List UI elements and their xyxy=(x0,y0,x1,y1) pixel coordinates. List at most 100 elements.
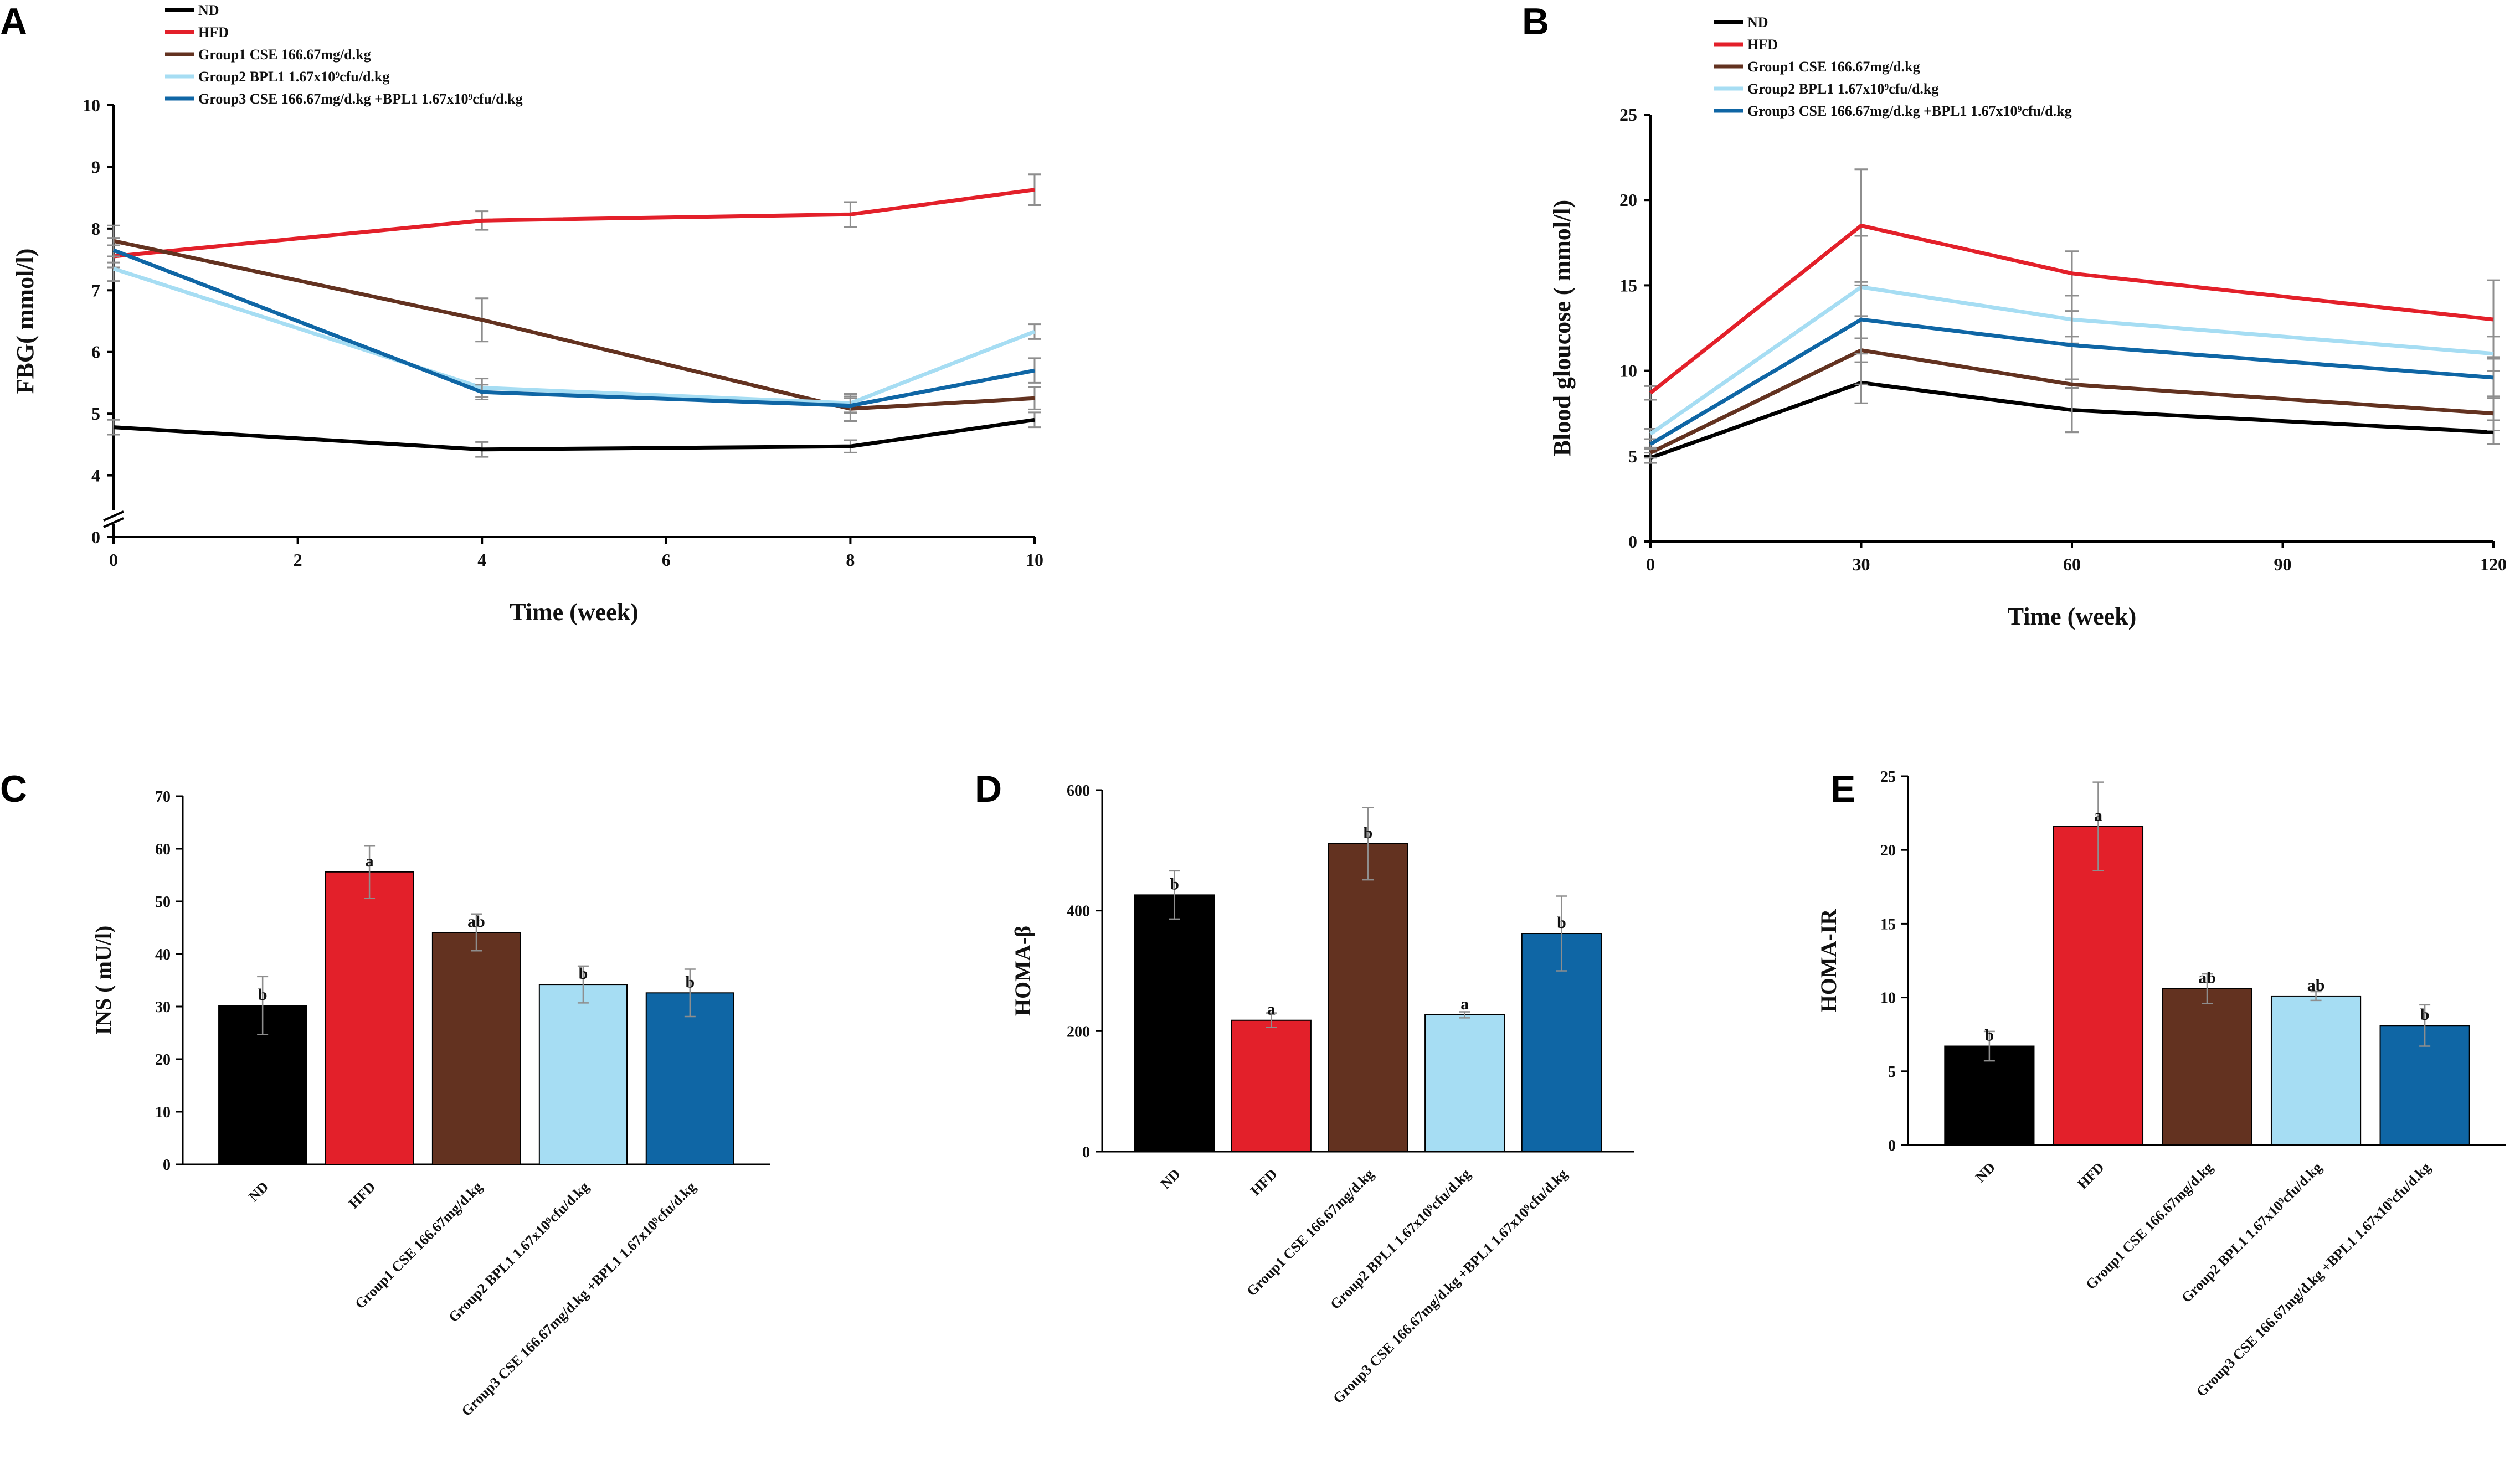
x-tick-label: 30 xyxy=(1853,554,1870,574)
significance-letter: b xyxy=(1557,914,1566,932)
y-tick-label: 9 xyxy=(91,157,100,177)
panel-letter: D xyxy=(975,768,1002,810)
x-tick-label: 0 xyxy=(1646,554,1655,574)
legend-label: Group1 CSE 166.67mg/d.kg xyxy=(1747,59,1920,75)
y-axis-title: HOMA-β xyxy=(1010,926,1035,1016)
bar-hfd xyxy=(1231,1019,1312,1152)
legend-label: ND xyxy=(1747,14,1768,30)
significance-letter: ab xyxy=(2307,976,2325,994)
significance-letter: ab xyxy=(2198,969,2216,987)
x-tick-label: 6 xyxy=(662,550,671,570)
y-axis-title: INS ( mU/l) xyxy=(91,926,116,1035)
y-tick-label: 5 xyxy=(1628,446,1637,466)
x-tick-label: 120 xyxy=(2480,554,2507,574)
y-tick-label: 70 xyxy=(155,788,171,806)
panel-e-bar-chart: E 0 5 10 15 20 25 HOMA-IR b ND a HFD ab Group1 CSE 16… xyxy=(1816,768,2506,1400)
y-tick-label: 5 xyxy=(91,404,100,424)
significance-letter: ab xyxy=(467,912,485,931)
y-axis-title: HOMA-IR xyxy=(1816,909,1841,1013)
y-tick-label: 0 xyxy=(163,1157,171,1174)
series-line-group3 xyxy=(1649,317,2494,446)
series-line-group1 xyxy=(1649,348,2494,455)
category-label: ND xyxy=(245,1179,271,1205)
series-line-hfd xyxy=(113,188,1035,259)
y-tick-label: 20 xyxy=(1619,190,1637,210)
y-axis-title: Blood gloucose ( mmol/l) xyxy=(1549,200,1576,456)
panel-letter: A xyxy=(0,1,27,43)
legend-label: Group2 BPL1 1.67x10⁹cfu/d.kg xyxy=(1747,81,1938,97)
panel-letter: B xyxy=(1522,1,1549,43)
panel-a-line-chart: A 0 4 5 6 7 8 9 10 0 2 4 6 8 10 Time (week) FBG( mmol/l)… xyxy=(0,1,1043,626)
significance-letter: a xyxy=(366,852,374,870)
series-group2 xyxy=(107,255,1041,414)
y-tick-label: 400 xyxy=(1067,903,1090,920)
category-label: Group3 CSE 166.67mg/d.kg +BPL1 1.67x10⁹c… xyxy=(459,1179,700,1420)
y-tick-label: 10 xyxy=(1880,990,1896,1007)
series-line-nd xyxy=(113,417,1035,452)
bar-group2 xyxy=(2270,995,2362,1146)
y-tick-label: 15 xyxy=(1619,275,1637,295)
legend-label: Group1 CSE 166.67mg/d.kg xyxy=(198,47,371,63)
y-tick-label: 30 xyxy=(155,999,171,1016)
category-label: HFD xyxy=(2074,1159,2107,1192)
significance-letter: b xyxy=(1364,824,1373,842)
axis-break-mark xyxy=(103,510,124,522)
x-tick-label: 0 xyxy=(109,550,118,570)
x-tick-label: 2 xyxy=(294,550,302,570)
axis-break-mark xyxy=(103,517,124,528)
x-tick-label: 10 xyxy=(1026,550,1043,570)
bar-group1 xyxy=(2162,988,2252,1146)
legend-label: HFD xyxy=(1747,37,1778,53)
significance-letter: b xyxy=(1170,875,1179,893)
significance-letter: b xyxy=(579,964,588,983)
legend-label: ND xyxy=(198,2,219,18)
bar-group-nd: b ND xyxy=(218,976,307,1205)
y-tick-label: 600 xyxy=(1067,782,1090,800)
bar-group2 xyxy=(538,984,628,1165)
category-label: HFD xyxy=(346,1179,378,1211)
category-label: ND xyxy=(1158,1166,1184,1192)
y-tick-label: 4 xyxy=(91,466,100,486)
bar-group-hfd: a HFD xyxy=(1231,1000,1312,1199)
y-tick-label: 8 xyxy=(91,219,100,239)
series-line-group1 xyxy=(113,239,1035,411)
y-tick-label: 7 xyxy=(91,280,100,300)
x-tick-label: 60 xyxy=(2063,554,2081,574)
legend: ND HFD Group1 CSE 166.67mg/d.kg Group2 BPL1… xyxy=(165,2,523,107)
bar-group2 xyxy=(1424,1014,1505,1153)
y-tick-label: 0 xyxy=(1082,1144,1090,1161)
bar-group-nd: b ND xyxy=(1134,870,1215,1192)
panel-letter: C xyxy=(0,768,27,810)
series-line-group2 xyxy=(112,266,1036,405)
series-hfd xyxy=(107,173,1041,269)
y-tick-label: 200 xyxy=(1067,1023,1090,1040)
y-tick-label: 20 xyxy=(1880,842,1896,859)
panel-b-line-chart: B 0 5 10 15 20 25 0 30 60 90 120 Time (week) Blood gl… xyxy=(1522,1,2507,630)
panel-letter: E xyxy=(1830,768,1855,810)
legend-label: Group3 CSE 166.67mg/d.kg +BPL1 1.67x10⁹c… xyxy=(198,91,523,107)
bar-group-hfd: a HFD xyxy=(2053,781,2144,1192)
y-tick-label: 20 xyxy=(155,1051,171,1069)
category-label: Group1 CSE 166.67mg/d.kg xyxy=(2082,1159,2216,1293)
series-group3 xyxy=(1644,284,2500,450)
y-tick-label: 10 xyxy=(155,1104,171,1121)
y-tick-label: 10 xyxy=(83,95,100,115)
significance-letter: b xyxy=(2420,1005,2430,1024)
x-tick-label: 90 xyxy=(2274,554,2292,574)
y-tick-label: 40 xyxy=(155,946,171,963)
series-line-hfd xyxy=(1649,223,2494,395)
y-tick-label: 0 xyxy=(1628,532,1637,551)
bar-group1 xyxy=(1328,843,1408,1152)
bar-group-hfd: a HFD xyxy=(325,845,414,1211)
series-line-nd xyxy=(1649,380,2494,460)
y-tick-label: 6 xyxy=(91,342,100,362)
category-label: ND xyxy=(1972,1159,1998,1185)
significance-letter: a xyxy=(2094,807,2102,825)
y-tick-label: 0 xyxy=(91,527,100,547)
y-tick-label: 25 xyxy=(1880,768,1896,786)
significance-letter: a xyxy=(1267,1000,1276,1019)
category-label: HFD xyxy=(1247,1166,1280,1199)
series-group3 xyxy=(107,237,1041,414)
